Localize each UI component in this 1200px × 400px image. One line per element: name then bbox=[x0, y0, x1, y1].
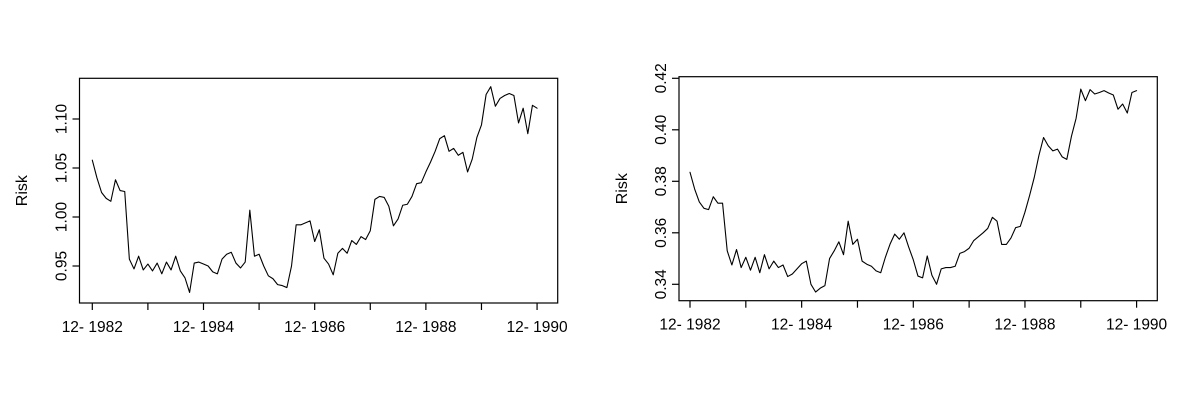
x-tick-label: 12- 1986 bbox=[883, 317, 944, 334]
x-tick-label: 12- 1986 bbox=[284, 319, 345, 336]
risk-series-line bbox=[689, 88, 1138, 293]
y-axis-title: Risk bbox=[614, 172, 631, 204]
left-risk-chart-cell: 0.95 1.00 1.05 1.10 Risk 12- 1982 12- 1984 12- … bbox=[14, 77, 568, 336]
y-tick-label: 0.40 bbox=[653, 114, 670, 145]
risk-series-line bbox=[91, 86, 538, 294]
x-tick-label: 12- 1990 bbox=[1106, 317, 1168, 334]
right-risk-chart-cell: 0.34 0.36 0.38 0.40 0.42 Risk 12- 1982 12- 1984… bbox=[600, 0, 1200, 400]
y-tick-label: 1.05 bbox=[54, 153, 71, 183]
y-axis: 0.95 1.00 1.05 1.10 bbox=[54, 104, 80, 281]
plot-box bbox=[678, 76, 1158, 302]
x-tick-label: 12- 1990 bbox=[506, 319, 568, 336]
x-axis: 12- 1982 12- 1984 12- 1986 12- 1988 12- 1990 bbox=[62, 303, 568, 336]
x-axis: 12- 1982 12- 1984 12- 1986 12- 1988 12- 1990 bbox=[659, 300, 1168, 334]
y-tick-label: 1.10 bbox=[54, 104, 71, 135]
x-tick-label: 12- 1982 bbox=[62, 319, 123, 336]
x-tick-label: 12- 1984 bbox=[173, 319, 235, 336]
y-tick-label: 1.00 bbox=[54, 202, 71, 233]
x-tick-label: 12- 1982 bbox=[659, 317, 720, 334]
x-tick-label: 12- 1988 bbox=[994, 317, 1055, 334]
x-tick-label: 12- 1984 bbox=[771, 317, 833, 334]
y-tick-label: 0.36 bbox=[653, 218, 670, 248]
plot-box bbox=[78, 77, 559, 304]
right-risk-chart: 0.34 0.36 0.38 0.40 0.42 Risk 12- 1982 12- 1984… bbox=[614, 63, 1168, 334]
y-tick-label: 0.34 bbox=[653, 269, 670, 300]
y-tick-label: 0.95 bbox=[54, 251, 71, 281]
x-tick-label: 12- 1988 bbox=[395, 319, 456, 336]
y-axis-title: Risk bbox=[14, 174, 31, 206]
y-tick-label: 0.42 bbox=[653, 63, 670, 93]
y-tick-label: 0.38 bbox=[653, 166, 670, 196]
y-axis: 0.34 0.36 0.38 0.40 0.42 bbox=[653, 63, 679, 299]
